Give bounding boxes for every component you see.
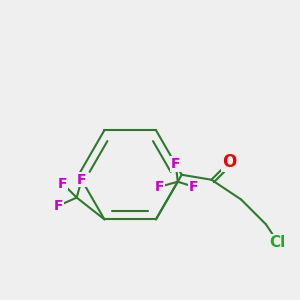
Text: F: F [171,157,181,171]
Text: F: F [155,180,165,194]
Text: O: O [222,153,236,171]
Text: F: F [189,180,198,194]
Text: F: F [77,173,86,187]
Text: F: F [54,199,64,212]
Text: F: F [58,177,68,191]
Text: Cl: Cl [270,235,286,250]
